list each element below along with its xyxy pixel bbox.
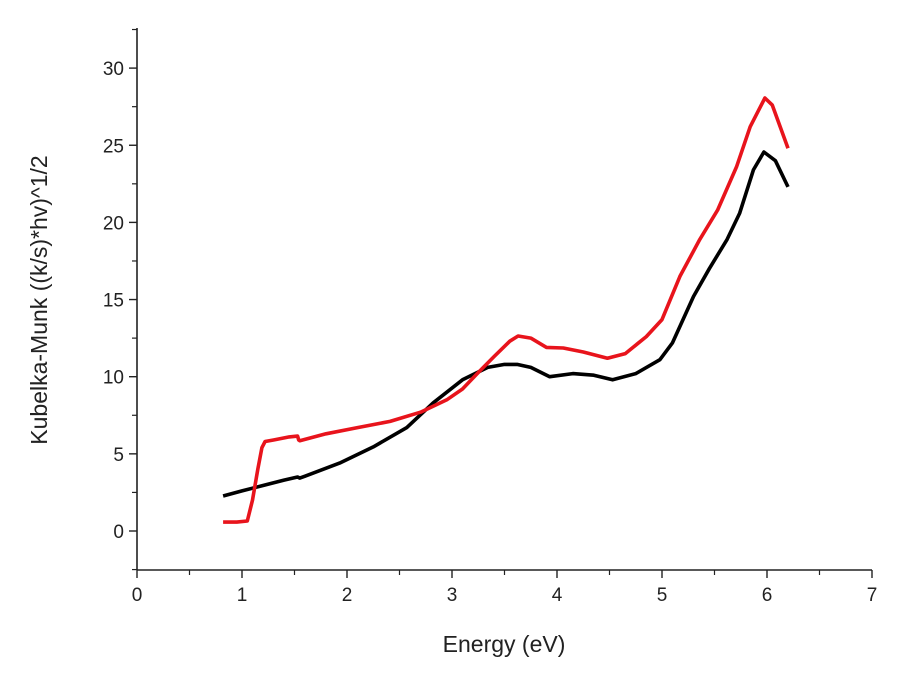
- x-ticks: 0 1 2 3 4 5 6 7: [132, 570, 878, 606]
- series-group: [222, 96, 790, 524]
- y-tick-label: 5: [113, 445, 124, 466]
- y-tick-label: 20: [103, 213, 124, 234]
- y-ticks: 0 5 10 15 20 25 30: [103, 28, 137, 571]
- x-tick-label: 4: [552, 585, 563, 606]
- y-tick-label: 0: [113, 522, 124, 543]
- x-tick-label: 7: [867, 585, 878, 606]
- x-tick-label: 1: [237, 585, 248, 606]
- x-tick-label: 5: [657, 585, 668, 606]
- series-line-black: [222, 150, 790, 498]
- x-tick-label: 6: [762, 585, 773, 606]
- series-line-red: [223, 96, 790, 524]
- x-axis-title: Energy (eV): [443, 631, 566, 657]
- y-tick-label: 25: [103, 136, 124, 157]
- y-axis-title: Kubelka-Munk ((k/s)*hv)^1/2: [26, 155, 52, 444]
- y-tick-label: 30: [103, 59, 124, 80]
- y-tick-label: 15: [103, 291, 124, 312]
- x-tick-label: 3: [447, 585, 458, 606]
- y-tick-label: 10: [103, 368, 124, 389]
- x-tick-label: 2: [342, 585, 353, 606]
- x-tick-label: 0: [132, 585, 143, 606]
